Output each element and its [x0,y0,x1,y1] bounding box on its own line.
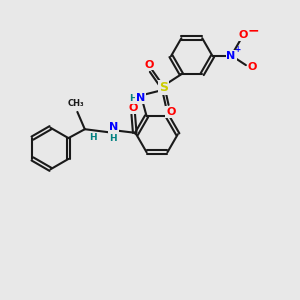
Text: N: N [136,93,145,103]
Text: H: H [129,94,136,103]
Text: O: O [248,62,257,73]
Text: N: N [226,51,236,61]
Text: O: O [129,103,138,113]
Text: O: O [166,107,175,117]
Text: H: H [110,134,117,142]
Text: O: O [145,59,154,70]
Text: S: S [159,81,168,94]
Text: +: + [234,45,241,54]
Text: N: N [109,122,118,132]
Text: −: − [248,23,259,37]
Text: H: H [89,133,97,142]
Text: O: O [239,30,248,40]
Text: CH₃: CH₃ [68,99,84,108]
